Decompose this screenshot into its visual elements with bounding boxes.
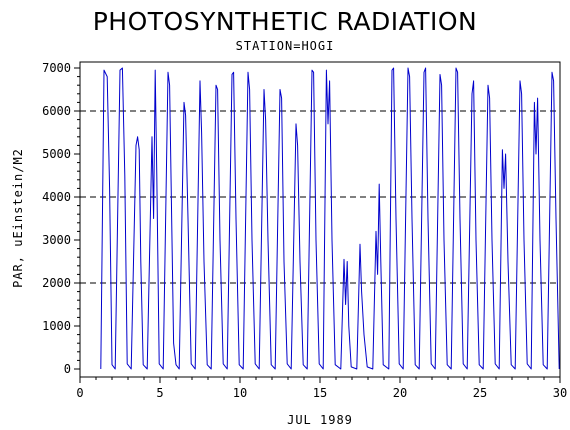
y-axis-label: PAR, uEinstein/M2 — [11, 148, 25, 288]
y-tick-label: 3000 — [42, 233, 71, 247]
x-tick-label: 20 — [393, 386, 407, 400]
x-tick-label: 5 — [156, 386, 163, 400]
series-line-0 — [100, 67, 560, 370]
y-tick-label: 7000 — [42, 61, 71, 75]
y-tick-label: 0 — [64, 362, 71, 376]
x-tick-label: 0 — [76, 386, 83, 400]
x-tick-label: 30 — [553, 386, 567, 400]
plot-area: 0 1000 2000 3000 4000 5000 6000 7000 0 5 10 15 20 25 3… — [42, 61, 567, 400]
chart-title: PHOTOSYNTHETIC RADIATION — [93, 7, 478, 36]
chart-subtitle: STATION=HOGI — [236, 39, 335, 53]
y-tick-label: 1000 — [42, 319, 71, 333]
x-tick-label: 10 — [233, 386, 247, 400]
y-tick-label: 6000 — [42, 104, 71, 118]
x-axis-label: JUL 1989 — [287, 413, 353, 427]
x-tick-label: 25 — [473, 386, 487, 400]
x-tick-label: 15 — [313, 386, 327, 400]
y-tick-label: 5000 — [42, 147, 71, 161]
y-tick-label: 4000 — [42, 190, 71, 204]
y-tick-label: 2000 — [42, 276, 71, 290]
